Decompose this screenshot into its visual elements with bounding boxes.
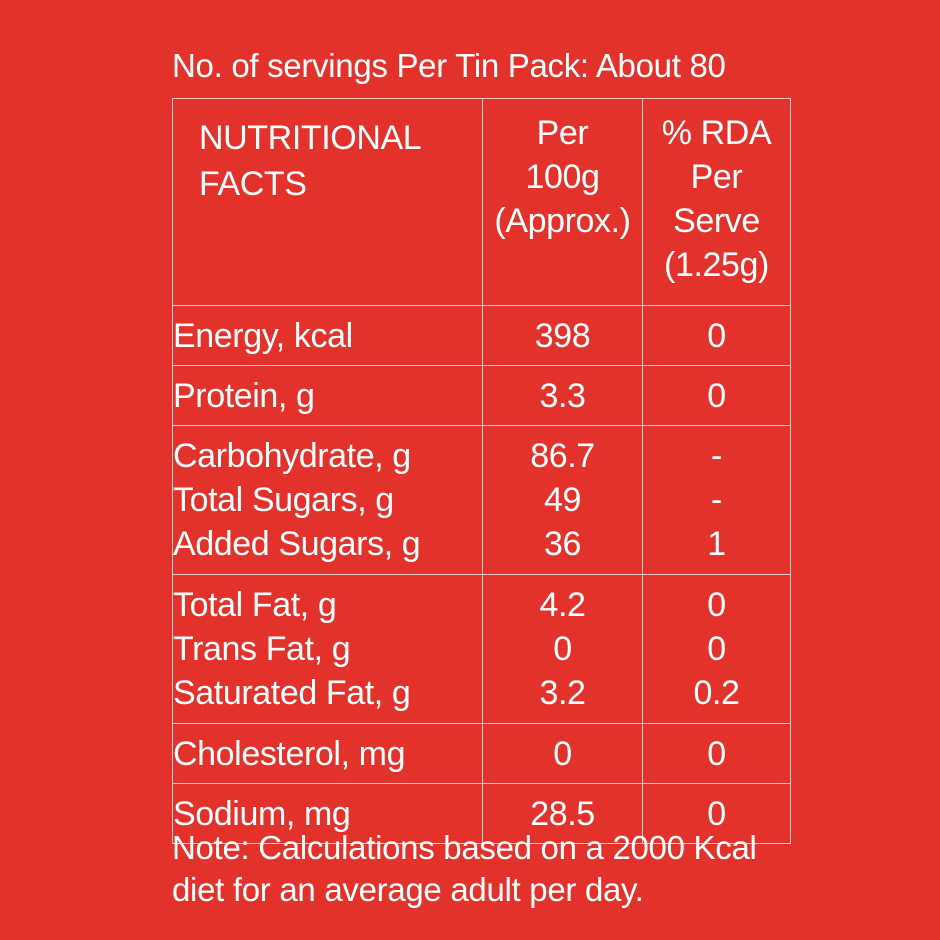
per-100g-cell: 398 [482,305,643,366]
per-100g-cell: 28.5 [482,783,643,844]
rda-cell: 0 0 0.2 [642,574,791,724]
per-100g-value: 3.2 [539,674,586,712]
table-row-fat: Total Fat, g Trans Fat, g Saturated Fat,… [172,574,791,724]
rda-value: 0 [707,734,726,773]
nutrient-name-cell: Sodium, mg [172,783,483,844]
rda-value: - [711,437,722,475]
header-line: (1.25g) [664,246,769,284]
servings-heading: No. of servings Per Tin Pack: About 80 [172,47,726,84]
per-100g-value: 398 [534,316,591,355]
nutrient-name: Carbohydrate, g [173,437,411,475]
nutrient-name: Total Sugars, g [173,481,394,519]
header-line: (Approx.) [494,202,631,240]
nutrient-name: Sodium, mg [173,794,351,833]
header-line: Serve [673,202,760,240]
nutrient-name: Trans Fat, g [173,630,351,668]
nutrient-name: Cholesterol, mg [173,734,406,773]
table-row-sodium: Sodium, mg 28.5 0 [172,783,791,844]
header-line: 100g [525,158,600,196]
rda-cell: 0 [642,723,791,784]
header-line: Per [690,158,743,196]
rda-value: 0 [707,586,726,624]
header-line: Per [536,114,589,152]
per-100g-value: 86.7 [530,437,595,475]
rda-value: 0.2 [693,674,740,712]
nutrient-name: Added Sugars, g [173,525,421,563]
column-header-per-100g: Per 100g (Approx.) [482,98,643,306]
rda-value: 1 [707,525,726,563]
rda-value: - [711,481,722,519]
column-header-rda-per-serve: % RDA Per Serve (1.25g) [642,98,791,306]
rda-value: 0 [707,316,726,355]
footnote: Note: Calculations based on a 2000 Kcal … [172,827,757,911]
per-100g-value: 49 [543,481,582,519]
table-row-protein: Protein, g 3.3 0 [172,365,791,426]
per-100g-value: 3.3 [539,376,586,415]
nutrient-name-cell: Protein, g [172,365,483,426]
per-100g-value: 4.2 [539,586,586,624]
rda-cell: 0 [642,305,791,366]
nutrient-name-cell: Cholesterol, mg [172,723,483,784]
table-header-row: NUTRITIONAL FACTS Per 100g (Approx.) % R… [172,98,791,306]
header-line: % RDA [661,114,772,152]
column-header-nutritional-facts: NUTRITIONAL FACTS [172,98,483,306]
per-100g-cell: 3.3 [482,365,643,426]
rda-cell: - - 1 [642,425,791,575]
header-line: FACTS [199,165,307,203]
nutrient-name-cell: Energy, kcal [172,305,483,366]
nutrient-name: Protein, g [173,376,315,415]
rda-value: 0 [707,376,726,415]
per-100g-value: 28.5 [530,794,595,833]
nutrient-name: Energy, kcal [173,316,353,355]
per-100g-value: 0 [553,734,572,773]
per-100g-cell: 0 [482,723,643,784]
per-100g-value: 0 [553,630,572,668]
table-row-energy: Energy, kcal 398 0 [172,305,791,366]
footnote-line: diet for an average adult per day. [172,871,644,908]
nutrient-name-cell: Carbohydrate, g Total Sugars, g Added Su… [172,425,483,575]
per-100g-cell: 86.7 49 36 [482,425,643,575]
nutrition-facts-table: NUTRITIONAL FACTS Per 100g (Approx.) % R… [172,98,791,844]
rda-value: 0 [707,630,726,668]
nutrient-name-cell: Total Fat, g Trans Fat, g Saturated Fat,… [172,574,483,724]
table-row-cholesterol: Cholesterol, mg 0 0 [172,723,791,784]
rda-value: 0 [707,794,726,833]
rda-cell: 0 [642,365,791,426]
nutrient-name: Total Fat, g [173,586,337,624]
per-100g-cell: 4.2 0 3.2 [482,574,643,724]
footnote-line: Note: Calculations based on a 2000 Kcal [172,829,757,866]
table-row-carbohydrate: Carbohydrate, g Total Sugars, g Added Su… [172,425,791,575]
nutrient-name: Saturated Fat, g [173,674,411,712]
rda-cell: 0 [642,783,791,844]
per-100g-value: 36 [543,525,582,563]
header-line: NUTRITIONAL [199,119,422,157]
